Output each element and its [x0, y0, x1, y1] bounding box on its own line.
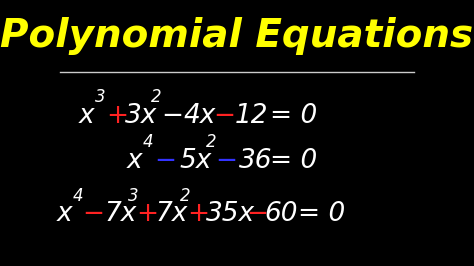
Text: = 0: = 0 [270, 148, 318, 174]
Text: 36: 36 [239, 148, 273, 174]
Text: x: x [56, 201, 72, 227]
Text: 3: 3 [128, 186, 139, 205]
Text: +: + [136, 201, 158, 227]
Text: x: x [79, 103, 94, 129]
Text: 5x: 5x [180, 148, 212, 174]
Text: −: − [162, 103, 183, 129]
Text: 35x: 35x [206, 201, 255, 227]
Text: +: + [187, 201, 210, 227]
Text: −: − [246, 201, 268, 227]
Text: +: + [106, 103, 128, 129]
Text: −: − [213, 103, 235, 129]
Text: x: x [127, 148, 142, 174]
Text: 4: 4 [73, 186, 84, 205]
Text: 12: 12 [235, 103, 269, 129]
Text: 7x: 7x [156, 201, 188, 227]
Text: 3: 3 [95, 88, 106, 106]
Text: −: − [154, 148, 176, 174]
Text: 4x: 4x [183, 103, 216, 129]
Text: = 0: = 0 [270, 103, 318, 129]
Text: 2: 2 [206, 133, 216, 151]
Text: Polynomial Equations: Polynomial Equations [0, 17, 474, 55]
Text: −: − [215, 148, 237, 174]
Text: 2: 2 [180, 186, 191, 205]
Text: 4: 4 [143, 133, 154, 151]
Text: 60: 60 [264, 201, 298, 227]
Text: −: − [82, 201, 104, 227]
Text: 3x: 3x [125, 103, 157, 129]
Text: 7x: 7x [104, 201, 137, 227]
Text: 2: 2 [150, 88, 161, 106]
Text: = 0: = 0 [298, 201, 345, 227]
